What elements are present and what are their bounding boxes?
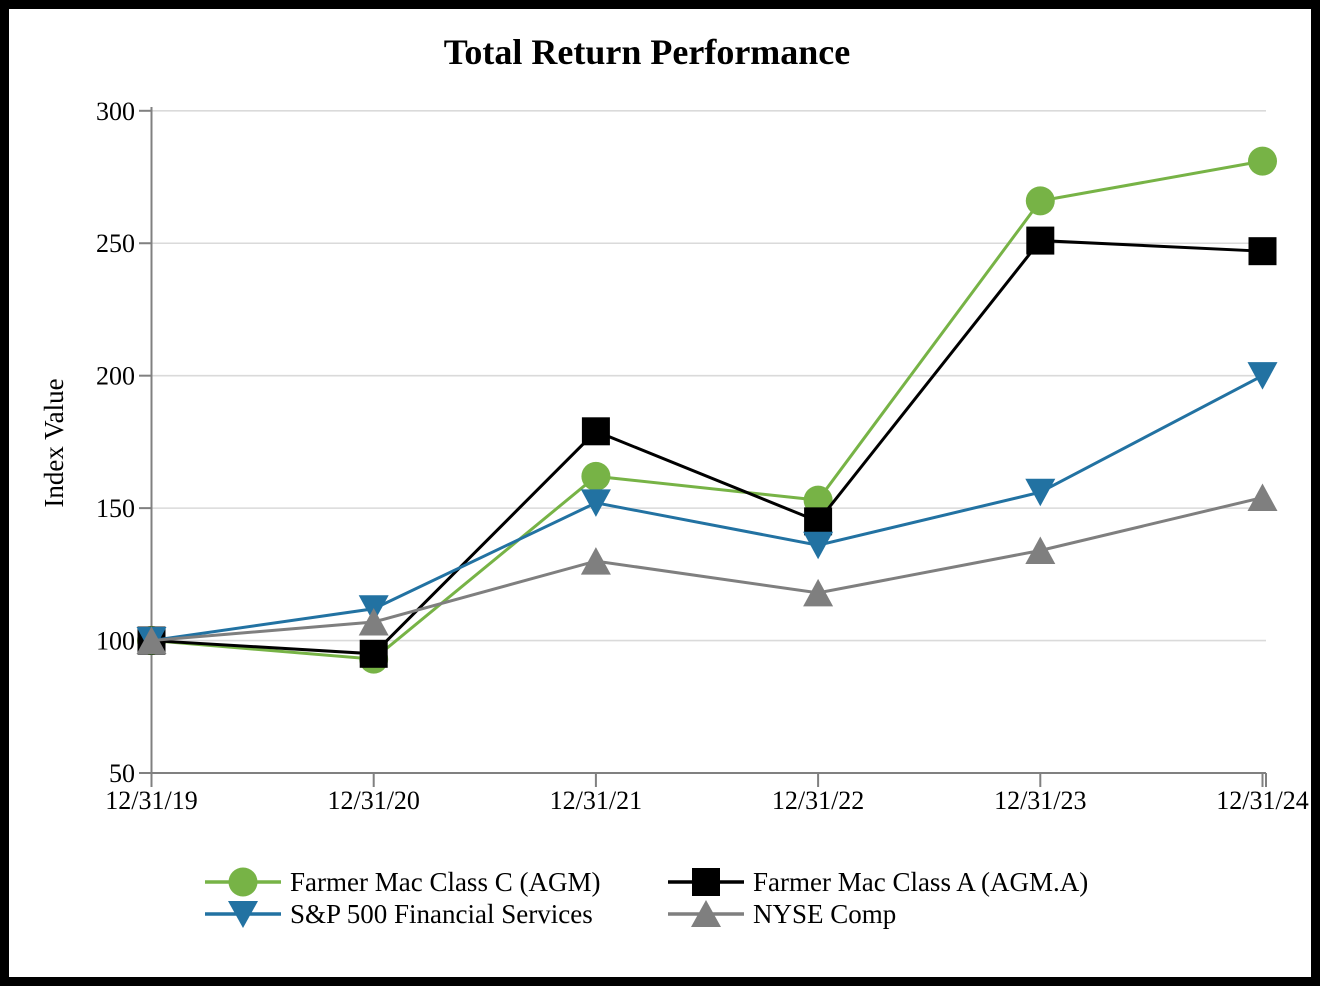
plot-area: 50 100 150 200 250 300 12/31/19 12/31/20 12/31/2… [96, 97, 1309, 815]
svg-text:12/31/20: 12/31/20 [327, 786, 419, 815]
y-axis-title: Index Value [39, 378, 69, 507]
svg-text:50: 50 [109, 759, 135, 788]
axes [139, 107, 1267, 787]
svg-text:12/31/19: 12/31/19 [105, 786, 197, 815]
series-nyse-comp [136, 483, 1278, 655]
svg-text:250: 250 [96, 229, 135, 258]
svg-text:12/31/21: 12/31/21 [550, 786, 642, 815]
chart-title: Total Return Performance [444, 32, 851, 72]
svg-text:12/31/24: 12/31/24 [1216, 786, 1308, 815]
svg-text:12/31/23: 12/31/23 [994, 786, 1086, 815]
svg-text:12/31/22: 12/31/22 [772, 786, 864, 815]
svg-text:200: 200 [96, 362, 135, 391]
svg-text:300: 300 [96, 97, 135, 126]
tick-labels: 50 100 150 200 250 300 12/31/19 12/31/20 12/31/2… [96, 97, 1309, 815]
series-farmer-mac-class-c-agm [137, 146, 1277, 674]
svg-text:100: 100 [96, 627, 135, 656]
series-farmer-mac-class-a-agm-a [137, 226, 1277, 668]
svg-text:150: 150 [96, 494, 135, 523]
